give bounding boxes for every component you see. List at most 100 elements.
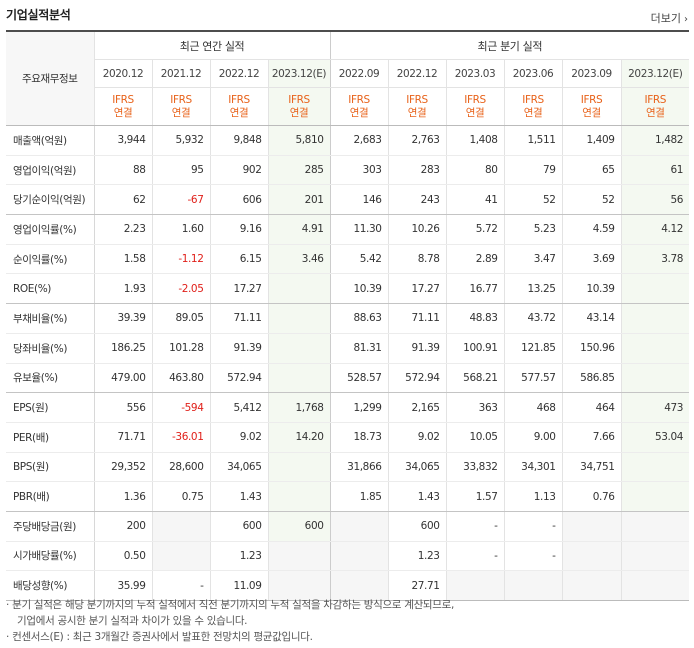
footnotes: · 분기 실적은 해당 분기까지의 누적 실적에서 직전 분기까지의 누적 실적… — [6, 597, 454, 645]
table-cell — [151, 541, 210, 572]
table-row: 시가배당률(%) 0.50 1.23 1.23- - — [6, 541, 690, 572]
table-cell — [267, 481, 331, 512]
table-cell: 285 — [267, 155, 331, 186]
table-cell — [620, 303, 690, 334]
ifrs-label: IFRS 연결 — [329, 87, 389, 126]
table-cell: 1.57 — [445, 481, 505, 512]
table-cell: 10.39 — [561, 273, 622, 305]
table-cell: 3.47 — [503, 244, 563, 275]
table-cell: 52 — [503, 184, 563, 216]
row-label: 유보율(%) — [6, 363, 95, 394]
ifrs-label: IFRS 연결 — [620, 87, 690, 126]
table-cell — [620, 570, 690, 601]
table-cell: 14.20 — [267, 422, 331, 453]
table-cell: -36.01 — [151, 422, 210, 453]
table-cell: 27.71 — [387, 570, 447, 601]
period-header: 2022.12 — [209, 59, 268, 88]
ifrs-label: IFRS 연결 — [151, 87, 210, 126]
table-cell: 6.15 — [209, 244, 268, 275]
table-cell: 1.60 — [151, 214, 210, 245]
period-header: 2023.12(E) — [620, 59, 690, 88]
row-label: EPS(원) — [6, 392, 95, 423]
table-row: 순이익률(%) 1.58 -1.12 6.15 3.46 5.42 8.78 2.89 3.47… — [6, 244, 690, 275]
table-cell: 600 — [209, 511, 268, 542]
table-cell: 1.58 — [94, 244, 152, 275]
table-cell: 2,165 — [387, 392, 447, 423]
table-cell: 34,065 — [387, 452, 447, 483]
table-cell: 7.66 — [561, 422, 622, 453]
table-cell: 1.23 — [387, 541, 447, 572]
table-cell: 5,932 — [151, 125, 210, 156]
table-cell: 146 — [329, 184, 389, 216]
table-cell: 9.02 — [209, 422, 268, 453]
table-cell: 600 — [267, 511, 331, 542]
ifrs-label: IFRS 연결 — [267, 87, 331, 126]
table-cell — [267, 333, 331, 364]
table-cell: 0.75 — [151, 481, 210, 512]
table-cell: 31,866 — [329, 452, 389, 483]
period-header: 2023.09 — [561, 59, 622, 88]
table-cell: 283 — [387, 155, 447, 186]
period-header: 2022.09 — [329, 59, 389, 88]
period-header: 2021.12 — [151, 59, 210, 88]
consolidated-text: 연결 — [465, 106, 485, 119]
table-cell: 1,299 — [329, 392, 389, 423]
group-annual-header: 최근 연간 실적 — [94, 31, 331, 60]
table-cell: 3.69 — [561, 244, 622, 275]
table-row: 배당성향(%) 35.99-11.09 27.71 — [6, 570, 690, 601]
more-link[interactable]: 더보기 › — [651, 10, 688, 26]
table-cell — [151, 511, 210, 542]
table-cell — [561, 570, 622, 601]
table-cell: 71.11 — [209, 303, 268, 334]
table-cell: 1.23 — [209, 541, 268, 572]
table-cell: 61 — [620, 155, 690, 186]
table-cell: 35.99 — [94, 570, 152, 601]
row-label: PBR(배) — [6, 481, 95, 512]
ifrs-text: IFRS — [228, 93, 250, 106]
table-cell: 101.28 — [151, 333, 210, 364]
footnote-1-cont: 기업에서 공시한 분기 실적과 차이가 있을 수 있습니다. — [17, 615, 248, 627]
table-cell: 9.16 — [209, 214, 268, 245]
ifrs-text: IFRS — [580, 93, 603, 106]
table-cell: 150.96 — [561, 333, 622, 364]
table-cell: 33,832 — [445, 452, 505, 483]
table-cell: 201 — [267, 184, 331, 216]
table-cell: 463.80 — [151, 363, 210, 394]
table-cell — [503, 570, 563, 601]
row-label: 부채비율(%) — [6, 303, 95, 334]
table-cell: 468 — [503, 392, 563, 423]
table-cell: 243 — [387, 184, 447, 216]
table-cell — [267, 363, 331, 394]
table-cell — [329, 511, 389, 542]
table-row: 영업이익(억원) 88 95 902 285 303 283 80 79 65 61 — [6, 155, 690, 186]
table-cell: 41 — [445, 184, 505, 216]
table-cell: 89.05 — [151, 303, 210, 334]
consolidated-text: 연결 — [523, 106, 543, 119]
consolidated-text: 연결 — [113, 106, 133, 119]
table-cell: 34,065 — [209, 452, 268, 483]
table-cell: 1.36 — [94, 481, 152, 512]
row-label: 순이익률(%) — [6, 244, 95, 275]
consolidated-text: 연결 — [582, 106, 601, 119]
table-row: 유보율(%) 479.00 463.80 572.94 528.57 572.94 568.… — [6, 363, 690, 394]
table-cell: 10.39 — [329, 273, 389, 305]
table-cell: 48.83 — [445, 303, 505, 334]
table-cell: 586.85 — [561, 363, 622, 394]
table-cell: 606 — [209, 184, 268, 216]
table-row: ROE(%) 1.93 -2.05 17.27 10.39 17.27 16.77 13.25… — [6, 273, 690, 305]
table-cell — [561, 541, 622, 572]
ifrs-label: IFRS 연결 — [503, 87, 563, 126]
ifrs-label: IFRS 연결 — [209, 87, 268, 126]
table-cell — [620, 333, 690, 364]
consolidated-text: 연결 — [646, 106, 665, 119]
more-label: 더보기 — [650, 12, 681, 25]
table-cell: 18.73 — [329, 422, 389, 453]
table-cell: 363 — [445, 392, 505, 423]
table-cell: 902 — [209, 155, 268, 186]
table-cell — [620, 481, 690, 512]
table-cell: 5,810 — [267, 125, 331, 156]
table-cell: 5.23 — [503, 214, 563, 245]
table-cell: 568.21 — [445, 363, 505, 394]
table-cell: 17.27 — [387, 273, 447, 305]
table-cell: 95 — [151, 155, 210, 186]
